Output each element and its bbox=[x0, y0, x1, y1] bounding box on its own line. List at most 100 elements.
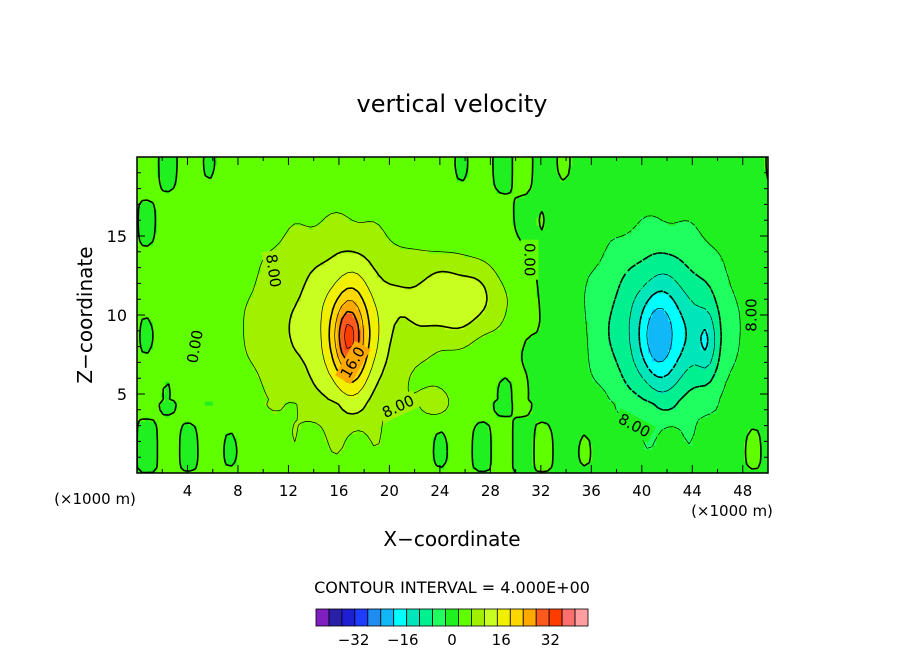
field-cell bbox=[268, 345, 274, 350]
field-cell bbox=[704, 377, 709, 382]
field-cell bbox=[700, 393, 705, 398]
field-cell bbox=[560, 389, 565, 394]
field-cell bbox=[640, 385, 645, 390]
field-cell bbox=[172, 385, 178, 390]
field-cell bbox=[732, 421, 737, 426]
field-cell bbox=[432, 345, 438, 350]
field-cell bbox=[552, 361, 557, 366]
field-cell bbox=[632, 465, 637, 470]
field-cell bbox=[704, 389, 709, 394]
field-cell bbox=[608, 353, 613, 358]
field-cell bbox=[680, 413, 685, 418]
field-cell bbox=[444, 369, 450, 374]
field-cell bbox=[168, 393, 174, 398]
field-cell bbox=[240, 357, 246, 362]
field-cell bbox=[520, 453, 525, 458]
field-cell bbox=[728, 409, 733, 414]
field-cell bbox=[612, 349, 617, 354]
field-cell bbox=[236, 421, 242, 426]
field-cell bbox=[356, 465, 362, 470]
field-cell bbox=[716, 413, 721, 418]
field-cell bbox=[256, 429, 262, 434]
field-cell bbox=[584, 357, 589, 362]
field-cell bbox=[360, 381, 366, 386]
field-cell bbox=[180, 405, 186, 410]
field-cell bbox=[684, 449, 689, 454]
field-cell bbox=[168, 413, 174, 418]
field-cell bbox=[752, 441, 757, 446]
field-cell bbox=[252, 445, 258, 450]
field-cell bbox=[720, 381, 725, 386]
field-cell bbox=[468, 365, 474, 370]
field-cell bbox=[348, 417, 354, 422]
field-cell bbox=[324, 353, 330, 358]
field-cell bbox=[232, 465, 238, 470]
field-cell bbox=[460, 449, 466, 454]
field-cell bbox=[664, 425, 669, 430]
field-cell bbox=[504, 409, 510, 414]
field-cell bbox=[468, 397, 474, 402]
field-cell bbox=[732, 369, 737, 374]
field-cell bbox=[748, 405, 753, 410]
field-cell bbox=[412, 345, 418, 350]
field-cell bbox=[368, 349, 374, 354]
field-cell bbox=[576, 353, 581, 358]
field-cell bbox=[156, 373, 162, 378]
field-cell bbox=[376, 357, 382, 362]
field-cell bbox=[492, 453, 498, 458]
field-cell bbox=[304, 381, 310, 386]
field-cell bbox=[280, 453, 286, 458]
field-cell bbox=[288, 437, 294, 442]
field-cell bbox=[188, 409, 194, 414]
field-cell bbox=[240, 361, 246, 366]
field-cell bbox=[516, 393, 521, 398]
field-cell bbox=[528, 461, 533, 466]
field-cell bbox=[440, 365, 446, 370]
field-cell bbox=[480, 389, 486, 394]
field-cell bbox=[140, 457, 146, 462]
field-cell bbox=[360, 373, 366, 378]
field-cell bbox=[540, 365, 545, 370]
field-cell bbox=[308, 365, 314, 370]
field-cell bbox=[644, 377, 649, 382]
field-cell bbox=[268, 413, 274, 418]
field-cell bbox=[492, 349, 498, 354]
field-cell bbox=[716, 441, 721, 446]
field-cell bbox=[340, 441, 346, 446]
field-cell bbox=[576, 433, 581, 438]
field-cell bbox=[592, 353, 597, 358]
field-cell bbox=[560, 429, 565, 434]
field-cell bbox=[456, 401, 462, 406]
field-cell bbox=[256, 405, 262, 410]
field-cell bbox=[396, 461, 402, 466]
field-cell bbox=[404, 357, 410, 362]
field-cell bbox=[624, 469, 629, 473]
field-cell bbox=[172, 349, 178, 354]
field-cell bbox=[264, 421, 270, 426]
field-cell bbox=[436, 373, 442, 378]
field-cell bbox=[480, 357, 486, 362]
field-cell bbox=[524, 421, 529, 426]
field-cell bbox=[192, 385, 198, 390]
field-cell bbox=[732, 413, 737, 418]
field-cell bbox=[316, 373, 322, 378]
field-cell bbox=[180, 349, 186, 354]
field-cell bbox=[140, 429, 146, 434]
field-cell bbox=[500, 413, 506, 418]
field-cell bbox=[400, 445, 406, 450]
field-cell bbox=[392, 429, 398, 434]
field-cell bbox=[528, 449, 533, 454]
field-cell bbox=[284, 361, 290, 366]
field-cell bbox=[420, 373, 426, 378]
field-cell bbox=[604, 353, 609, 358]
field-cell bbox=[524, 445, 529, 450]
field-cell bbox=[288, 369, 294, 374]
field-cell bbox=[364, 369, 370, 374]
field-cell bbox=[640, 453, 645, 458]
field-cell bbox=[468, 433, 474, 438]
field-cell bbox=[316, 449, 322, 454]
field-cell bbox=[632, 357, 637, 362]
field-cell bbox=[220, 389, 226, 394]
field-cell bbox=[137, 429, 142, 434]
field-cell bbox=[704, 429, 709, 434]
